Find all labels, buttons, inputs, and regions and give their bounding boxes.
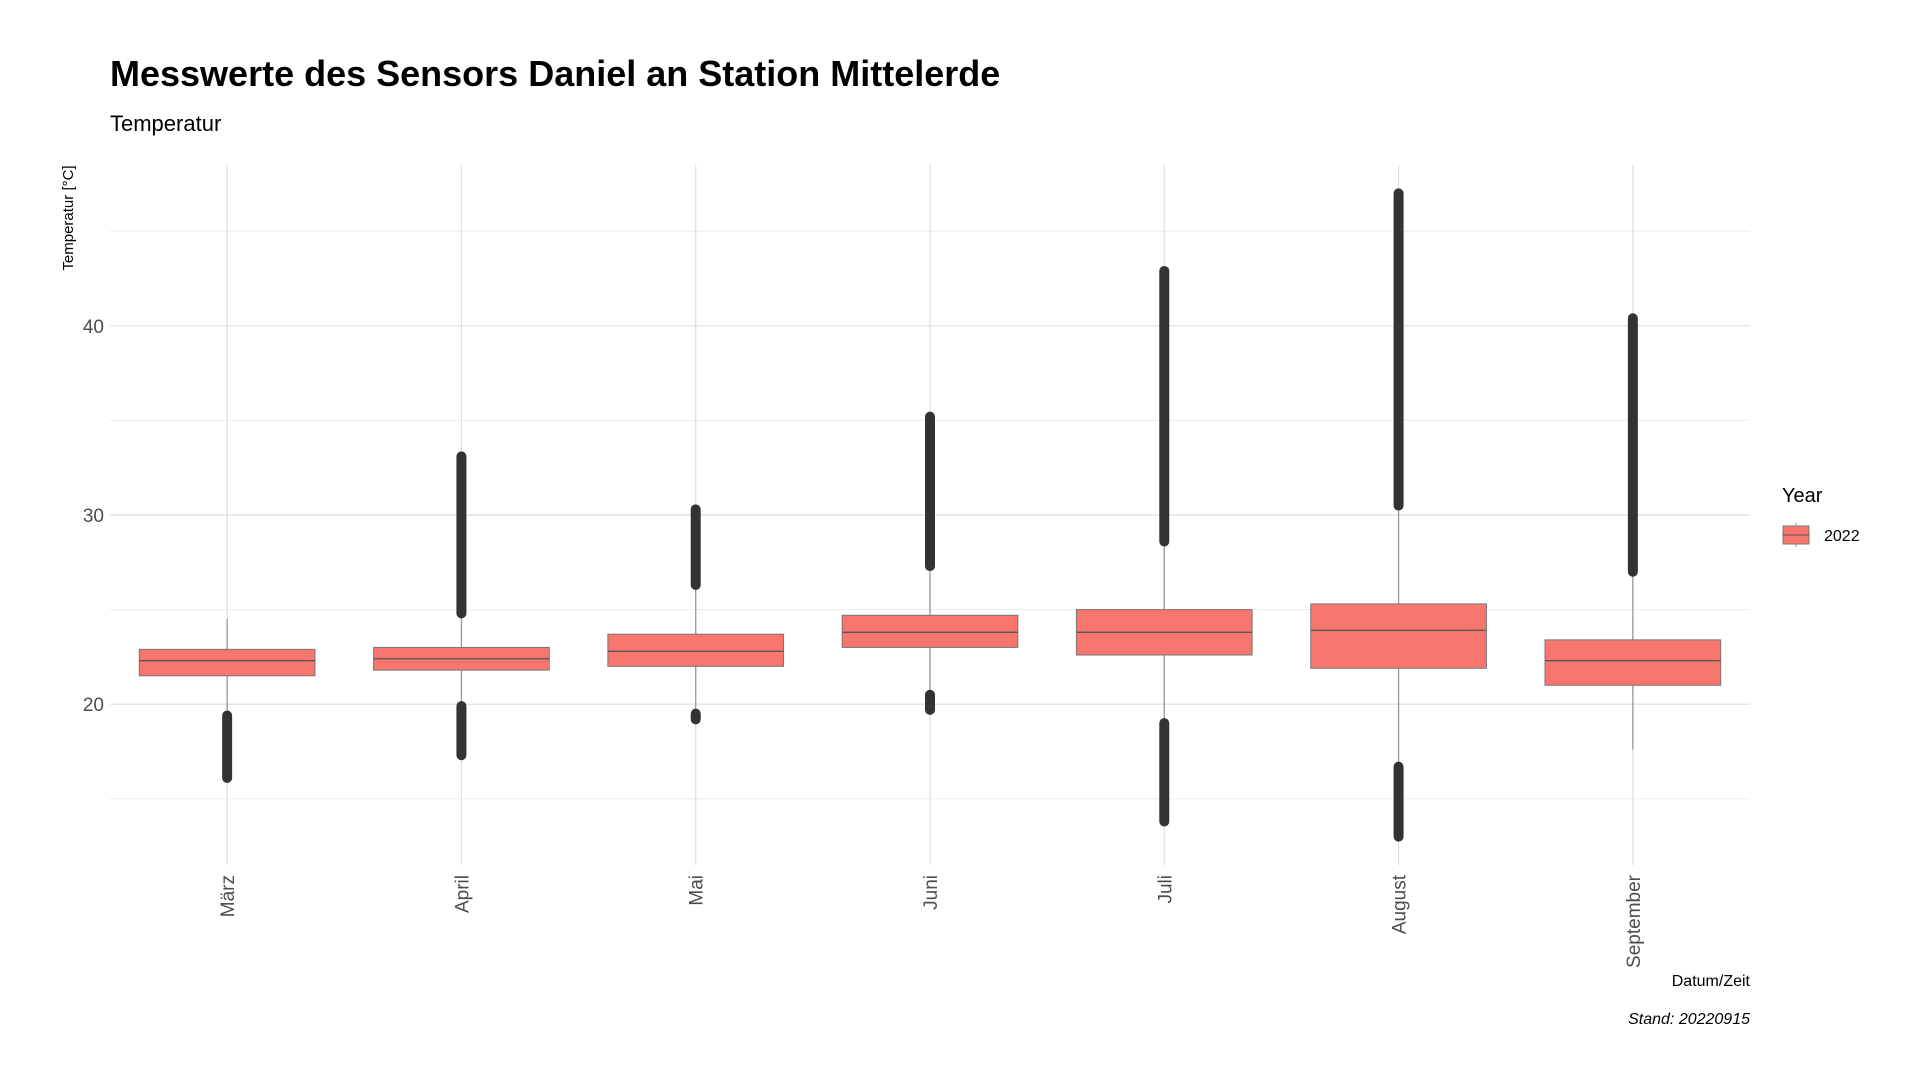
box-mai [607,504,785,725]
box-rect [607,633,785,667]
legend-title: Year [1782,485,1823,507]
box-juni [841,411,1019,715]
plot-area: 20 30 40 März April Mai Juni Juli August Septembe… [83,165,1750,968]
x-tick-label: April [452,875,473,913]
box-rect [1544,639,1722,686]
y-tick-label: 30 [83,506,104,527]
chart-subtitle: Temperatur [110,111,221,136]
box-rect [841,614,1019,648]
y-tick-label: 20 [83,695,104,716]
x-tick-label: September [1624,874,1645,968]
box-märz [138,619,316,783]
chart-caption: Stand: 20220915 [1628,1011,1750,1028]
x-tick-label: August [1390,874,1411,934]
y-tick-label: 40 [83,317,104,338]
legend: Year 2022 [1782,485,1860,547]
y-axis-label: Temperatur [°C] [60,165,77,270]
box-rect [138,648,316,677]
box-juli [1075,265,1253,827]
chart-title: Messwerte des Sensors Daniel an Station … [110,53,1000,94]
legend-key [1782,523,1810,547]
x-axis-label: Datum/Zeit [1672,973,1751,990]
x-tick-label: Juli [1155,875,1176,904]
x-tick-label: Mai [687,875,708,906]
box-september [1544,313,1722,750]
x-tick-label: März [218,875,239,917]
box-april [373,451,550,761]
box-rect [1310,603,1487,669]
x-tick-label: Juni [921,875,942,910]
legend-label: 2022 [1824,528,1860,545]
box-august [1310,188,1487,842]
